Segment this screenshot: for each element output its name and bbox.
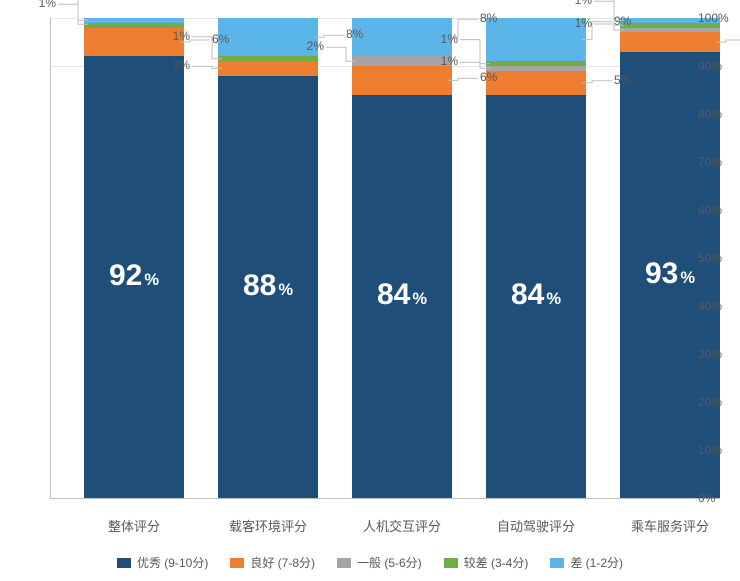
legend-label: 优秀 (9-10分) (137, 554, 208, 571)
callout-label: 1% (173, 29, 190, 43)
gridline (50, 498, 720, 499)
bar-column: 84% (486, 18, 586, 498)
x-category-label: 整体评分 (108, 516, 160, 535)
bar-segment-bad (218, 18, 318, 56)
callout-label: 5% (614, 73, 631, 87)
bar-column: 84% (352, 18, 452, 498)
bar-main-label: 88% (218, 269, 318, 303)
callout-label: 9% (614, 14, 631, 28)
x-category-label: 人机交互评分 (363, 516, 441, 535)
bar-segment-poor (486, 61, 586, 66)
callout-label: 8% (346, 27, 363, 41)
callout-label: 1% (575, 16, 592, 30)
bar-segment-good (486, 71, 586, 95)
x-category-label: 载客环境评分 (229, 516, 307, 535)
legend-swatch (550, 558, 564, 568)
y-tick-label: 60% (698, 203, 740, 217)
legend-label: 差 (1-2分) (570, 554, 623, 571)
bar-segment-good (84, 28, 184, 57)
bar-main-label: 84% (352, 278, 452, 312)
legend-swatch (117, 558, 131, 568)
callout-label: 6% (212, 32, 229, 46)
y-tick-label: 20% (698, 395, 740, 409)
bar-segment-bad (84, 18, 184, 23)
legend-label: 良好 (7-8分) (250, 554, 315, 571)
legend-item: 优秀 (9-10分) (117, 554, 208, 571)
callout-label: 1% (441, 32, 458, 46)
callout-label: 3% (173, 58, 190, 72)
rating-stacked-bar-chart: 92%88%84%84%93%0%10%20%30%40%50%60%70%80… (0, 0, 740, 581)
y-axis-line (50, 18, 51, 498)
bar-segment-bad (352, 18, 452, 56)
bar-segment-fair (486, 66, 586, 71)
y-tick-label: 0% (698, 491, 740, 505)
callout-label: 6% (480, 70, 497, 84)
x-category-label: 自动驾驶评分 (497, 516, 575, 535)
legend-swatch (230, 558, 244, 568)
legend-item: 较差 (3-4分) (444, 554, 529, 571)
y-tick-label: 40% (698, 299, 740, 313)
plot-area: 92%88%84%84%93% (50, 18, 720, 498)
bar-main-label: 84% (486, 278, 586, 312)
bar-segment-fair (352, 56, 452, 66)
callout-label: 1% (39, 0, 56, 10)
bar-column: 88% (218, 18, 318, 498)
bar-segment-poor (218, 56, 318, 61)
bar-segment-good (218, 61, 318, 75)
callout-label: 1% (441, 54, 458, 68)
y-tick-label: 70% (698, 155, 740, 169)
legend-item: 良好 (7-8分) (230, 554, 315, 571)
y-tick-label: 80% (698, 107, 740, 121)
legend-label: 较差 (3-4分) (464, 554, 529, 571)
bar-segment-good (620, 32, 720, 51)
y-tick-label: 100% (698, 11, 740, 25)
bar-segment-poor (84, 23, 184, 28)
callout-label: 1% (575, 0, 592, 7)
y-tick-label: 30% (698, 347, 740, 361)
bar-main-label: 92% (84, 259, 184, 293)
y-tick-label: 10% (698, 443, 740, 457)
y-tick-label: 90% (698, 59, 740, 73)
callout-label: 8% (480, 11, 497, 25)
legend-swatch (337, 558, 351, 568)
bar-segment-good (352, 66, 452, 95)
bar-segment-fair (620, 28, 720, 33)
y-tick-label: 50% (698, 251, 740, 265)
callout-label: 2% (307, 39, 324, 53)
x-category-label: 乘车服务评分 (631, 516, 709, 535)
legend: 优秀 (9-10分) 良好 (7-8分) 一般 (5-6分) 较差 (3-4分) 差 (… (0, 554, 740, 571)
bar-column: 92% (84, 18, 184, 498)
bar-segment-bad (486, 18, 586, 61)
legend-swatch (444, 558, 458, 568)
legend-item: 一般 (5-6分) (337, 554, 422, 571)
legend-item: 差 (1-2分) (550, 554, 623, 571)
legend-label: 一般 (5-6分) (357, 554, 422, 571)
